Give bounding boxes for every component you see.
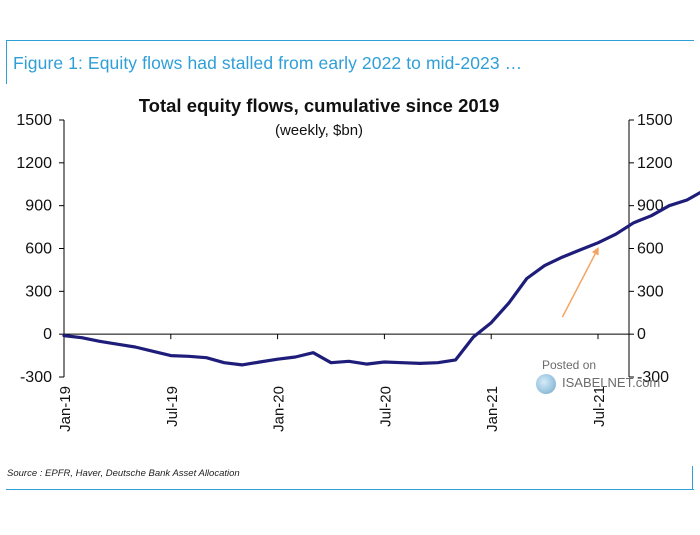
x-tick-label: Jan-21 [484,386,501,432]
data-point [597,241,599,244]
data-point [419,362,421,365]
data-point [579,249,581,251]
data-point [152,350,154,353]
y-axis-right: 1500 1200 900 600 300 0 -300 [637,112,673,386]
data-point [437,361,439,364]
watermark-line1: Posted on [542,358,597,372]
y-tick-label-right: 600 [637,241,664,258]
axes-group [59,119,634,378]
data-point [294,356,297,358]
y-tick-label-left: -300 [20,369,52,386]
trend-arrow [561,247,599,318]
watermark-line2: ISABELNET.com [562,375,661,390]
data-point [615,233,617,236]
data-point [187,355,190,358]
x-tick-label: Jan-22 [698,386,700,432]
data-point [383,361,386,363]
y-tick-label-left: 600 [25,241,52,258]
y-tick-label-left: 900 [25,198,52,215]
data-point [241,364,243,366]
data-point [543,264,546,267]
figure-title: Figure 1: Equity flows had stalled from … [13,53,523,73]
data-point [223,361,225,364]
data-point [686,199,688,201]
data-point [526,277,528,280]
x-tick-label: Jan-19 [57,386,74,432]
data-point [116,343,119,345]
y-tick-label-left: 0 [43,326,52,343]
data-point [312,351,315,354]
y-tick-label-right: 300 [637,283,664,300]
x-tick-label: Jul-21 [591,386,608,427]
data-point [205,356,208,359]
x-tick-label: Jan-20 [271,386,288,432]
y-tick-label-left: 1200 [16,155,52,172]
frame-right-rule [692,466,693,489]
x-axis: Jan-19 Jul-19 Jan-20 Jul-20 Jan-21 Jul-21 Jan-… [57,386,700,432]
frame-bottom-rule [6,489,694,490]
data-point [81,336,83,339]
y-axis-left: 1500 1200 900 600 300 0 -300 [16,112,52,386]
x-tick-label: Jul-20 [377,386,394,427]
data-point [276,358,279,360]
data-point [490,321,493,324]
data-point [650,214,653,217]
frame-top-rule [6,40,694,41]
data-point [365,363,368,365]
data-point [454,359,457,361]
data-point [63,334,65,337]
data-point [561,256,564,258]
source-note: Source : EPFR, Haver, Deutsche Bank Asse… [7,468,240,479]
data-point [98,340,101,343]
y-tick-label-right: 1200 [637,155,673,172]
y-tick-label-left: 1500 [16,112,52,129]
data-point [632,222,635,224]
y-tick-label-left: 300 [25,283,52,300]
chart-subtitle: (weekly, $bn) [275,122,363,139]
data-point [348,360,350,363]
series-line [62,190,700,367]
watermark: Posted on ISABELNET.com [534,358,684,398]
annotation-arrows [561,247,599,318]
y-tick-label-right: -300 [637,369,669,386]
y-tick-label-right: 0 [637,326,646,343]
data-point [170,354,172,357]
data-point [259,361,261,363]
y-tick-label-right: 1500 [637,112,673,129]
globe-icon [536,374,556,394]
y-tick-label-right: 900 [637,198,664,215]
chart-title: Total equity flows, cumulative since 201… [139,95,500,116]
data-point [472,336,475,338]
frame-left-rule [6,40,7,84]
data-point [508,301,510,304]
series-group [62,190,700,367]
data-point [134,346,136,348]
data-point [668,204,670,207]
data-point [401,361,404,364]
data-point [330,361,332,364]
x-tick-label: Jul-19 [164,386,181,427]
